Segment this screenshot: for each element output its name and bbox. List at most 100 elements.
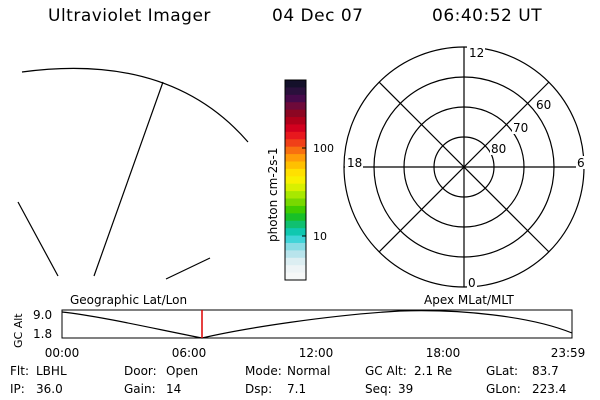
label-backdrop	[345, 156, 363, 169]
apex-label: Apex MLat/MLT	[424, 293, 514, 307]
seq-label: Seq:	[365, 382, 392, 396]
altitude-plot: GC Alt 9.0 1.8 00:00 06:00 12:00 18:00 2…	[12, 308, 585, 360]
colorbar-cell	[285, 102, 306, 111]
polar-plot	[343, 46, 585, 288]
colorbar-cell	[285, 87, 306, 96]
altitude-plot-frame	[61, 309, 573, 339]
colorbar-cell	[285, 154, 306, 163]
gain-label: Gain:	[124, 382, 156, 396]
lat-label-80: 80	[491, 142, 506, 156]
label-backdrop	[512, 121, 530, 134]
colorbar-cell	[285, 242, 306, 251]
ip-readout: IP: 36.0	[10, 382, 63, 396]
y-tick-9: 9.0	[33, 308, 52, 322]
geographic-label: Geographic Lat/Lon	[70, 293, 187, 307]
glon-value: 223.4	[532, 382, 567, 396]
colorbar-cell	[285, 94, 306, 103]
time-label: 06:40:52 UT	[432, 6, 543, 26]
gc-alt-readout: GC Alt: 2.1 Re	[365, 364, 452, 378]
gc-alt-label: GC Alt:	[365, 364, 407, 378]
gain-value: 14	[166, 382, 182, 396]
mlt-label-6: 6	[577, 156, 585, 170]
colorbar-cell	[285, 205, 306, 214]
glon-label: GLon:	[486, 382, 521, 396]
ip-value: 36.0	[36, 382, 63, 396]
glat-value: 83.7	[532, 364, 559, 378]
colorbar-cell	[285, 265, 306, 274]
colorbar-cell	[285, 168, 306, 177]
x-tick-1800: 18:00	[426, 346, 461, 360]
colorbar-unit-label: photon cm-2s-1	[266, 148, 280, 243]
x-tick-0000: 00:00	[45, 346, 80, 360]
colorbar-cell	[285, 228, 306, 237]
label-backdrop	[490, 142, 508, 155]
mode-value: Normal	[287, 364, 331, 378]
altitude-ylabel: GC Alt	[12, 313, 25, 348]
meridian-line	[93, 81, 164, 277]
door-label: Door:	[124, 364, 157, 378]
date-label: 04 Dec 07	[272, 6, 364, 26]
lat-label-60: 60	[536, 98, 551, 112]
colorbar-cell	[285, 124, 306, 133]
colorbar-cell	[285, 183, 306, 192]
mlt-label-18: 18	[347, 156, 362, 170]
door-readout: Door: Open	[124, 364, 198, 378]
label-backdrop	[467, 46, 485, 59]
colorbar-cell	[285, 272, 306, 281]
door-value: Open	[166, 364, 199, 378]
colorbar-cell	[285, 146, 306, 155]
colorbar-unit-text: photon cm-2s-1	[266, 148, 280, 243]
ip-label: IP:	[10, 382, 25, 396]
colorbar-cell	[285, 220, 306, 229]
meridian-line	[165, 257, 211, 280]
meridian-line	[17, 201, 59, 277]
polar-labels: 12 18 6 0 60 70 80	[345, 46, 585, 290]
polar-diagonal	[378, 81, 550, 253]
dsp-label: Dsp:	[245, 382, 273, 396]
label-backdrop	[467, 276, 477, 289]
seq-value: 39	[398, 382, 414, 396]
colorbar-cell	[285, 131, 306, 140]
colorbar-cell	[285, 250, 306, 259]
colorbar-cell	[285, 213, 306, 222]
colorbar-cell	[285, 80, 306, 89]
colorbar-cell	[285, 109, 306, 118]
mode-readout: Mode: Normal	[245, 364, 330, 378]
colorbar-tick-label-10: 10	[313, 230, 327, 243]
glon-readout: GLon: 223.4	[486, 382, 566, 396]
gc-alt-value: 2.1 Re	[414, 364, 453, 378]
colorbar-cell	[285, 176, 306, 185]
color-bar-cells	[285, 80, 306, 281]
geographic-map	[17, 67, 249, 280]
dsp-value: 7.1	[287, 382, 307, 396]
mlt-label-0: 0	[468, 276, 476, 290]
dsp-readout: Dsp: 7.1	[245, 382, 306, 396]
mlt-label-12: 12	[469, 46, 484, 60]
colorbar-cell	[285, 117, 306, 126]
altitude-curve	[61, 310, 573, 339]
mode-label: Mode:	[245, 364, 282, 378]
glat-label: GLat:	[486, 364, 519, 378]
page-title: Ultraviolet Imager	[48, 6, 211, 26]
colorbar-tick-label-100: 100	[313, 142, 334, 155]
color-bar-frame	[284, 79, 307, 281]
colorbar-cell	[285, 235, 306, 244]
filter-readout: Flt: LBHL	[10, 364, 67, 378]
latitude-arc	[21, 67, 249, 143]
x-tick-1200: 12:00	[299, 346, 334, 360]
lat-label-70: 70	[513, 121, 528, 135]
gain-readout: Gain: 14	[124, 382, 181, 396]
filter-label: Flt:	[10, 364, 29, 378]
y-tick-1-8: 1.8	[33, 327, 52, 341]
filter-value: LBHL	[36, 364, 67, 378]
label-backdrop	[535, 98, 553, 111]
x-tick-0600: 06:00	[172, 346, 207, 360]
seq-readout: Seq: 39	[365, 382, 413, 396]
colorbar-cell	[285, 191, 306, 200]
x-tick-2359: 23:59	[551, 346, 586, 360]
colorbar-cell	[285, 198, 306, 207]
glat-readout: GLat: 83.7	[486, 364, 559, 378]
label-backdrop	[576, 156, 585, 169]
color-bar: 100 10 photon cm-2s-1	[266, 79, 334, 281]
